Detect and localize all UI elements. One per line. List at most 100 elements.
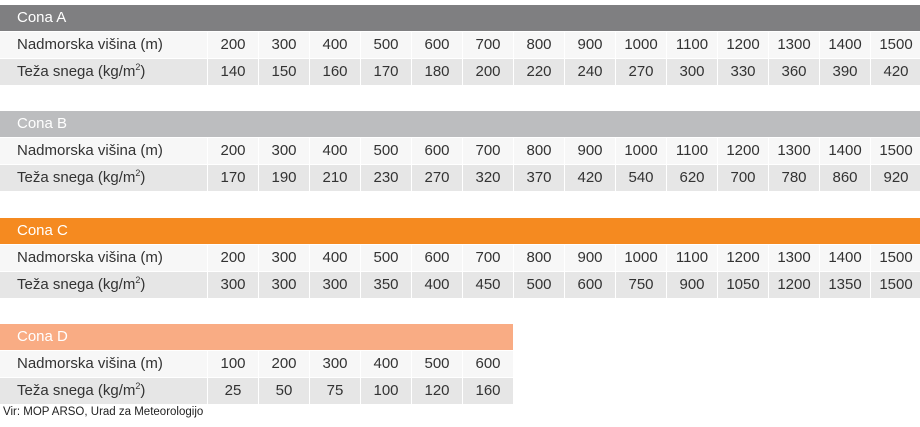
altitude-cell: 1400 — [819, 32, 870, 58]
snow-load-cell: 50 — [258, 378, 309, 404]
altitude-cell: 700 — [462, 138, 513, 164]
snow-load-cell: 1050 — [717, 272, 768, 298]
label-superscript: 2 — [135, 381, 141, 391]
snow-load-cell: 700 — [717, 165, 768, 191]
snow-load-cell: 170 — [360, 59, 411, 85]
snow-load-cell: 190 — [258, 165, 309, 191]
snow-load-cell: 500 — [513, 272, 564, 298]
label-superscript: 2 — [135, 62, 141, 72]
snow-load-cell: 320 — [462, 165, 513, 191]
row-label: Teža snega (kg/m2) — [0, 59, 207, 85]
altitude-cell: 1000 — [615, 245, 666, 271]
zone-table-a: Cona A Nadmorska višina (m) 200 300 400 500 60… — [0, 5, 920, 85]
zone-header: Cona D — [0, 324, 513, 350]
label-text: ) — [140, 63, 146, 80]
label-text: ) — [140, 169, 146, 186]
altitude-cell: 1500 — [870, 32, 920, 58]
altitude-cell: 800 — [513, 138, 564, 164]
label-text: Teža snega (kg/m — [17, 169, 136, 186]
snow-load-cell: 780 — [768, 165, 819, 191]
altitude-row: Nadmorska višina (m) 200 300 400 500 600 700 80… — [0, 138, 920, 164]
altitude-cell: 500 — [360, 32, 411, 58]
altitude-cell: 1100 — [666, 245, 717, 271]
altitude-cell: 300 — [258, 245, 309, 271]
label-superscript: 2 — [135, 275, 141, 285]
snow-load-cell: 160 — [462, 378, 513, 404]
snow-load-row: Teža snega (kg/m2) 170 190 210 230 270 320 370 4… — [0, 165, 920, 191]
snow-load-cell: 400 — [411, 272, 462, 298]
altitude-cell: 700 — [462, 245, 513, 271]
snow-load-cell: 230 — [360, 165, 411, 191]
snow-load-cell: 150 — [258, 59, 309, 85]
altitude-cell: 900 — [564, 245, 615, 271]
zone-header: Cona C — [0, 218, 920, 244]
altitude-cell: 400 — [360, 351, 411, 377]
altitude-cell: 1300 — [768, 245, 819, 271]
snow-load-cell: 450 — [462, 272, 513, 298]
snow-load-cell: 600 — [564, 272, 615, 298]
altitude-cell: 200 — [207, 32, 258, 58]
altitude-cell: 500 — [360, 245, 411, 271]
altitude-cell: 1500 — [870, 245, 920, 271]
label-text: Teža snega (kg/m — [17, 63, 136, 80]
row-label: Nadmorska višina (m) — [17, 355, 163, 372]
altitude-cell: 200 — [207, 138, 258, 164]
label-superscript: 2 — [135, 168, 141, 178]
snow-load-cell: 25 — [207, 378, 258, 404]
altitude-cell: 400 — [309, 138, 360, 164]
snow-load-cell: 300 — [207, 272, 258, 298]
altitude-cell: 1000 — [615, 32, 666, 58]
snow-load-cell: 140 — [207, 59, 258, 85]
row-label: Nadmorska višina (m) — [17, 36, 163, 53]
row-label: Teža snega (kg/m2) — [0, 272, 207, 298]
snow-load-cell: 1500 — [870, 272, 920, 298]
snow-load-cell: 750 — [615, 272, 666, 298]
snow-load-cell: 270 — [411, 165, 462, 191]
snow-load-cell: 330 — [717, 59, 768, 85]
altitude-cell: 300 — [258, 138, 309, 164]
snow-load-cell: 920 — [870, 165, 920, 191]
altitude-cell: 400 — [309, 245, 360, 271]
snow-load-cell: 620 — [666, 165, 717, 191]
altitude-cell: 500 — [411, 351, 462, 377]
snow-load-cell: 100 — [360, 378, 411, 404]
snow-load-cell: 360 — [768, 59, 819, 85]
zone-table-b: Cona B Nadmorska višina (m) 200 300 400 500 60… — [0, 111, 920, 191]
zone-header: Cona A — [0, 5, 920, 31]
altitude-cell: 200 — [207, 245, 258, 271]
snow-load-cell: 75 — [309, 378, 360, 404]
altitude-cell: 300 — [309, 351, 360, 377]
altitude-row: Nadmorska višina (m) 200 300 400 500 600 700 80… — [0, 245, 920, 271]
altitude-cell: 1300 — [768, 32, 819, 58]
altitude-cell: 300 — [258, 32, 309, 58]
snow-load-cell: 220 — [513, 59, 564, 85]
altitude-cell: 100 — [207, 351, 258, 377]
altitude-cell: 600 — [462, 351, 513, 377]
snow-load-row: Teža snega (kg/m2) 300 300 300 350 400 450 500 6… — [0, 272, 920, 298]
altitude-row: Nadmorska višina (m) 200 300 400 500 600 700 80… — [0, 32, 920, 58]
altitude-cell: 1200 — [717, 32, 768, 58]
altitude-cell: 800 — [513, 245, 564, 271]
altitude-cell: 900 — [564, 138, 615, 164]
altitude-cell: 700 — [462, 32, 513, 58]
snow-load-cell: 540 — [615, 165, 666, 191]
snow-load-cell: 300 — [666, 59, 717, 85]
altitude-cell: 1500 — [870, 138, 920, 164]
zone-header: Cona B — [0, 111, 920, 137]
altitude-cell: 1200 — [717, 245, 768, 271]
snow-load-cell: 120 — [411, 378, 462, 404]
snow-load-cell: 900 — [666, 272, 717, 298]
altitude-cell: 600 — [411, 138, 462, 164]
row-label: Nadmorska višina (m) — [17, 249, 163, 266]
snow-load-cell: 420 — [564, 165, 615, 191]
snow-load-cell: 200 — [462, 59, 513, 85]
altitude-cell: 1100 — [666, 138, 717, 164]
snow-load-cell: 240 — [564, 59, 615, 85]
snow-load-cell: 420 — [870, 59, 920, 85]
altitude-cell: 500 — [360, 138, 411, 164]
snow-load-row: Teža snega (kg/m2) 140 150 160 170 180 200 220 2… — [0, 59, 920, 85]
row-label: Nadmorska višina (m) — [17, 142, 163, 159]
label-text: Teža snega (kg/m — [17, 276, 136, 293]
altitude-cell: 1300 — [768, 138, 819, 164]
altitude-cell: 900 — [564, 32, 615, 58]
